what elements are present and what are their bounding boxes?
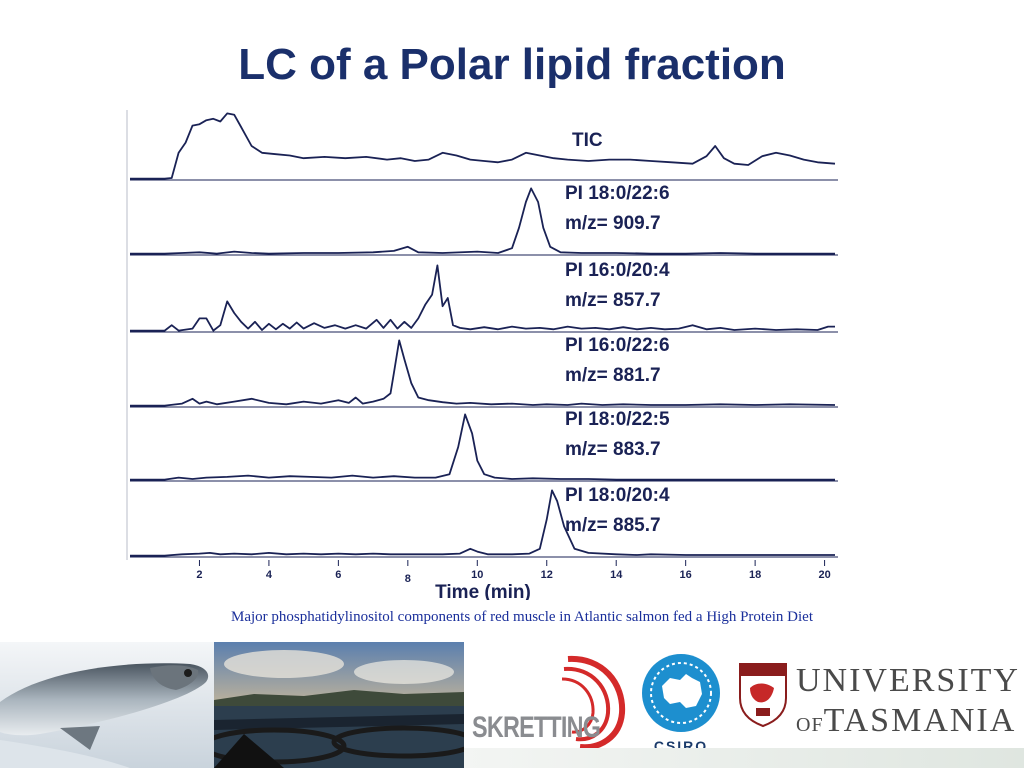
trace-panels: TIC PI 18:0/22:6 m/z= 909.7 PI 16:0/20:4 m/z… bbox=[130, 112, 838, 558]
utas-wordmark-line2: OFTASMANIA bbox=[796, 702, 1016, 740]
x-axis-title: Time (min) bbox=[435, 582, 531, 600]
x-tick-label: 20 bbox=[818, 569, 830, 581]
trace-label: m/z= 883.7 bbox=[565, 439, 661, 460]
trace-label: PI 18:0/22:5 bbox=[565, 409, 670, 430]
trace-label: PI 18:0/20:4 bbox=[565, 485, 670, 506]
x-tick-label: 6 bbox=[335, 569, 341, 581]
x-tick-label: 2 bbox=[196, 569, 202, 581]
trace-label: PI 18:0/22:6 bbox=[565, 183, 670, 204]
csiro-logo: CSIRO bbox=[640, 652, 722, 754]
fish-farm-photo bbox=[214, 642, 464, 768]
footer-band bbox=[464, 748, 1024, 768]
x-tick-label: 4 bbox=[266, 569, 273, 581]
x-tick-label: 14 bbox=[610, 569, 623, 581]
trace-label: PI 16:0/22:6 bbox=[565, 335, 670, 356]
trace-panel: PI 16:0/22:6 m/z= 881.7 bbox=[130, 335, 838, 408]
figure-caption: Major phosphatidylinositol components of… bbox=[231, 609, 813, 625]
trace-label: TIC bbox=[572, 130, 603, 151]
trace-label: m/z= 885.7 bbox=[565, 515, 661, 536]
salmon-photo bbox=[0, 642, 214, 768]
trace-label: m/z= 909.7 bbox=[565, 213, 661, 234]
skretting-logo: SKRETTING bbox=[472, 655, 632, 750]
skretting-wordmark: SKRETTING bbox=[472, 711, 601, 744]
chromatogram-chart: TIC PI 18:0/22:6 m/z= 909.7 PI 16:0/20:4 m/z… bbox=[126, 110, 838, 600]
trace-line bbox=[130, 489, 835, 557]
x-tick-label: 10 bbox=[471, 569, 483, 581]
trace-label: m/z= 857.7 bbox=[565, 290, 661, 311]
trace-panel: PI 18:0/20:4 m/z= 885.7 bbox=[130, 485, 838, 558]
trace-line bbox=[130, 187, 835, 255]
trace-label: m/z= 881.7 bbox=[565, 365, 661, 386]
utas-of: OF bbox=[796, 714, 824, 736]
x-tick-label: 16 bbox=[680, 569, 692, 581]
trace-panel: PI 16:0/20:4 m/z= 857.7 bbox=[130, 260, 838, 333]
trace-panel: PI 18:0/22:6 m/z= 909.7 bbox=[130, 183, 838, 256]
trace-line bbox=[130, 112, 836, 180]
trace-panel: TIC bbox=[130, 112, 838, 181]
x-axis: 2 4 6 8 10 12 14 16 18 20 bbox=[196, 560, 831, 585]
trace-label: PI 16:0/20:4 bbox=[565, 260, 670, 281]
utas-tasmania: TASMANIA bbox=[823, 702, 1017, 739]
trace-panel: PI 18:0/22:5 m/z= 883.7 bbox=[130, 409, 838, 482]
x-tick-label: 12 bbox=[541, 569, 553, 581]
trace-line bbox=[130, 339, 836, 407]
utas-wordmark-line1: UNIVERSITY bbox=[796, 662, 1020, 699]
trace-line bbox=[130, 264, 835, 332]
x-tick-label: 8 bbox=[405, 573, 411, 585]
slide-title: LC of a Polar lipid fraction bbox=[238, 40, 786, 89]
x-tick-label: 18 bbox=[749, 569, 761, 581]
utas-logo: UNIVERSITY OFTASMANIA bbox=[736, 652, 1018, 739]
trace-line bbox=[130, 413, 835, 481]
